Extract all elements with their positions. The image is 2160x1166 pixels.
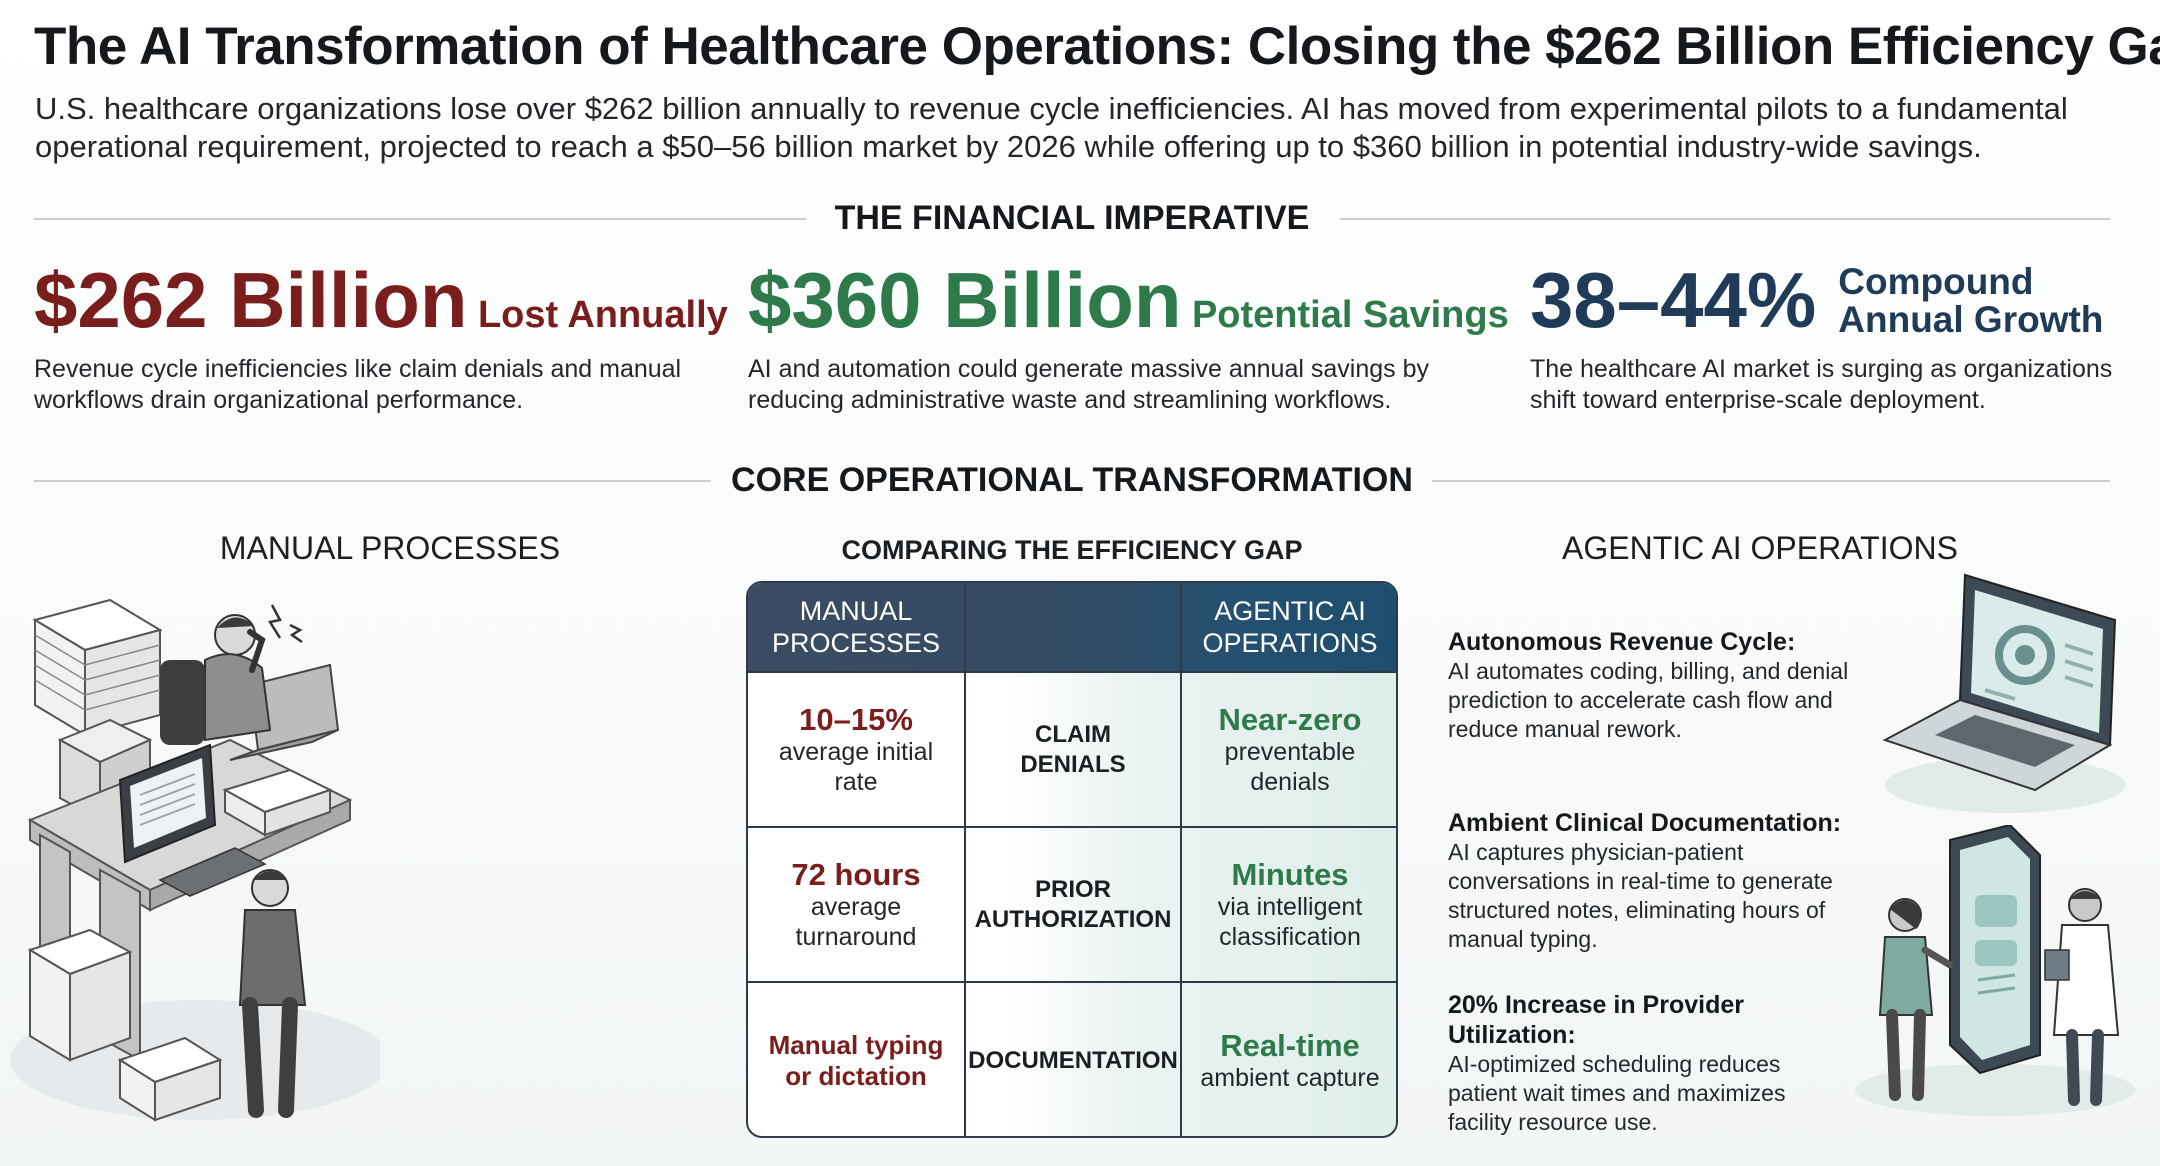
- table-row: Real-time ambient capture: [1200, 1027, 1380, 1092]
- claim-denials-ai-value: Near-zero: [1218, 701, 1362, 737]
- manual-processes-heading: MANUAL PROCESSES: [219, 530, 561, 566]
- intro-paragraph: U.S. healthcare organizations lose over …: [35, 91, 2068, 164]
- table-row: 10–15% average initial rate: [778, 701, 934, 796]
- table-row: Minutes via intelligent classification: [1217, 856, 1363, 951]
- stat-growth-description: The healthcare AI market is surging as o…: [1530, 355, 2113, 414]
- prior-authorization-label: PRIOR AUTHORIZATION: [974, 875, 1172, 933]
- stat-growth-suffix-line2: Annual Growth: [1838, 298, 2104, 340]
- comparison-heading: COMPARING THE EFFICIENCY GAP: [841, 535, 1303, 565]
- table-row: 72 hours average turnaround: [791, 856, 921, 951]
- transformation-heading: CORE OPERATIONAL TRANSFORMATION: [731, 461, 1413, 499]
- stat-lost-suffix: Lost Annually: [477, 294, 728, 336]
- documentation-label: DOCUMENTATION: [968, 1046, 1178, 1074]
- stat-lost-description: Revenue cycle inefficiencies like claim …: [34, 355, 682, 414]
- lightning-stress-icon: [267, 604, 303, 644]
- stat-savings: $360 Billion Potential Savings AI and au…: [748, 255, 1509, 416]
- prior-auth-manual-value: 72 hours: [791, 856, 921, 892]
- documentation-manual-value-2: or dictation: [785, 1060, 927, 1091]
- table-header: [748, 583, 1396, 671]
- stat-savings-suffix: Potential Savings: [1191, 294, 1509, 336]
- patient-icon: [1878, 898, 1954, 1101]
- agentic-ai-heading: AGENTIC AI OPERATIONS: [1562, 530, 1958, 566]
- stat-lost: $262 Billion Lost Annually Revenue cycle…: [34, 255, 734, 416]
- paper-stack-icon: [27, 928, 223, 1122]
- transformation-divider: CORE OPERATIONAL TRANSFORMATION: [34, 460, 2110, 500]
- table-row: Near-zero preventable denials: [1218, 701, 1362, 796]
- stat-savings-value: $360 Billion: [748, 256, 1182, 344]
- feature-ambient-documentation: Ambient Clinical Documentation: AI captu…: [1448, 809, 1842, 952]
- stat-growth: 38–44% Compound Annual Growth The health…: [1530, 255, 2130, 416]
- feature-provider-utilization: 20% Increase in Provider Utilization: AI…: [1448, 991, 1786, 1135]
- stat-growth-suffix-line1: Compound: [1838, 260, 2034, 302]
- prior-auth-ai-value: Minutes: [1231, 856, 1349, 892]
- financial-divider: THE FINANCIAL IMPERATIVE: [34, 198, 2110, 238]
- table-header-ai: AGENTIC AI OPERATIONS: [1202, 596, 1378, 658]
- phone-patient-doctor-illustration: [1855, 825, 2135, 1116]
- gear-icon: [1995, 625, 2055, 685]
- paper-stack-icon: [32, 598, 163, 737]
- documentation-ai-value: Real-time: [1220, 1027, 1360, 1063]
- standing-worker-icon: [238, 869, 307, 1118]
- table-row: Manual typing or dictation: [748, 983, 964, 1136]
- financial-heading: THE FINANCIAL IMPERATIVE: [834, 199, 1310, 237]
- stat-lost-value: $262 Billion: [34, 256, 468, 344]
- claim-denials-manual-value: 10–15%: [799, 701, 913, 737]
- stressed-office-worker-illustration: [10, 598, 380, 1122]
- table-header-manual: MANUAL PROCESSES: [771, 596, 941, 658]
- documentation-manual-value-1: Manual typing: [768, 1029, 944, 1060]
- claim-denials-label: CLAIM DENIALS: [1020, 720, 1126, 778]
- doctor-icon: [2044, 888, 2120, 1106]
- feature-autonomous-revenue: Autonomous Revenue Cycle: AI automates c…: [1448, 628, 1849, 742]
- stressed-worker-icon: [160, 614, 272, 745]
- stat-savings-description: AI and automation could generate massive…: [748, 355, 1429, 414]
- page-title: The AI Transformation of Healthcare Oper…: [34, 17, 2160, 76]
- comparison-table: MANUAL PROCESSES AGENTIC AI OPERATIONS 10–…: [746, 581, 1398, 1138]
- stat-growth-value: 38–44%: [1530, 256, 1817, 344]
- laptop-gear-illustration: [1882, 573, 2125, 813]
